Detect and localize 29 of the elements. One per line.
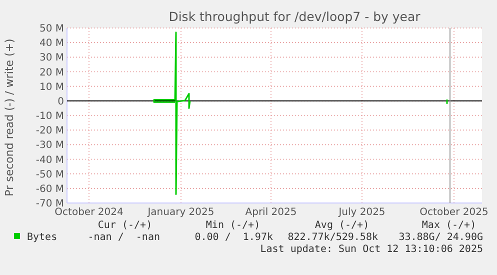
chart-title: Disk throughput for /dev/loop7 - by year [168, 9, 422, 24]
x-tick-label: October 2025 [420, 207, 488, 218]
text: Max (-/+) [422, 220, 476, 231]
x-tick-label: October 2024 [54, 207, 124, 218]
y-tick-label: 0 [58, 96, 64, 108]
y-axis-title: Pr second read (-) / write (+) [3, 38, 16, 196]
text: Cur (-/+) [98, 220, 152, 231]
y-tick-label: -10 M [36, 111, 64, 122]
y-tick-label: -30 M [36, 140, 64, 152]
y-tick-label: -20 M [36, 126, 64, 137]
text: Avg (-/+) [314, 220, 370, 231]
y-tick-label: -60 M [36, 184, 64, 195]
text: 822.77k/529.58k [288, 232, 378, 243]
y-tick-label: 20 M [39, 67, 64, 78]
text: 0.00 / 1.97k [194, 232, 273, 243]
x-tick-label: January 2025 [146, 207, 214, 218]
legend-label: Bytes [27, 232, 58, 243]
y-tick-label: 30 M [39, 52, 64, 64]
text: Last update: Sun Oct 12 13:10:06 2025 [260, 244, 483, 255]
y-tick-label: 50 M [39, 24, 64, 34]
x-tick-label: July 2025 [338, 207, 386, 218]
text: -nan / -nan [88, 232, 160, 243]
x-tick-label: April 2025 [245, 207, 297, 218]
text: Min (-/+) [206, 220, 260, 231]
y-tick-label: 10 M [39, 82, 64, 93]
y-tick-label: -40 M [36, 154, 64, 166]
y-tick-label: 40 M [39, 38, 64, 50]
text: 33.88G/ 24.90G [398, 232, 483, 243]
y-tick-label: -50 M [36, 169, 64, 180]
